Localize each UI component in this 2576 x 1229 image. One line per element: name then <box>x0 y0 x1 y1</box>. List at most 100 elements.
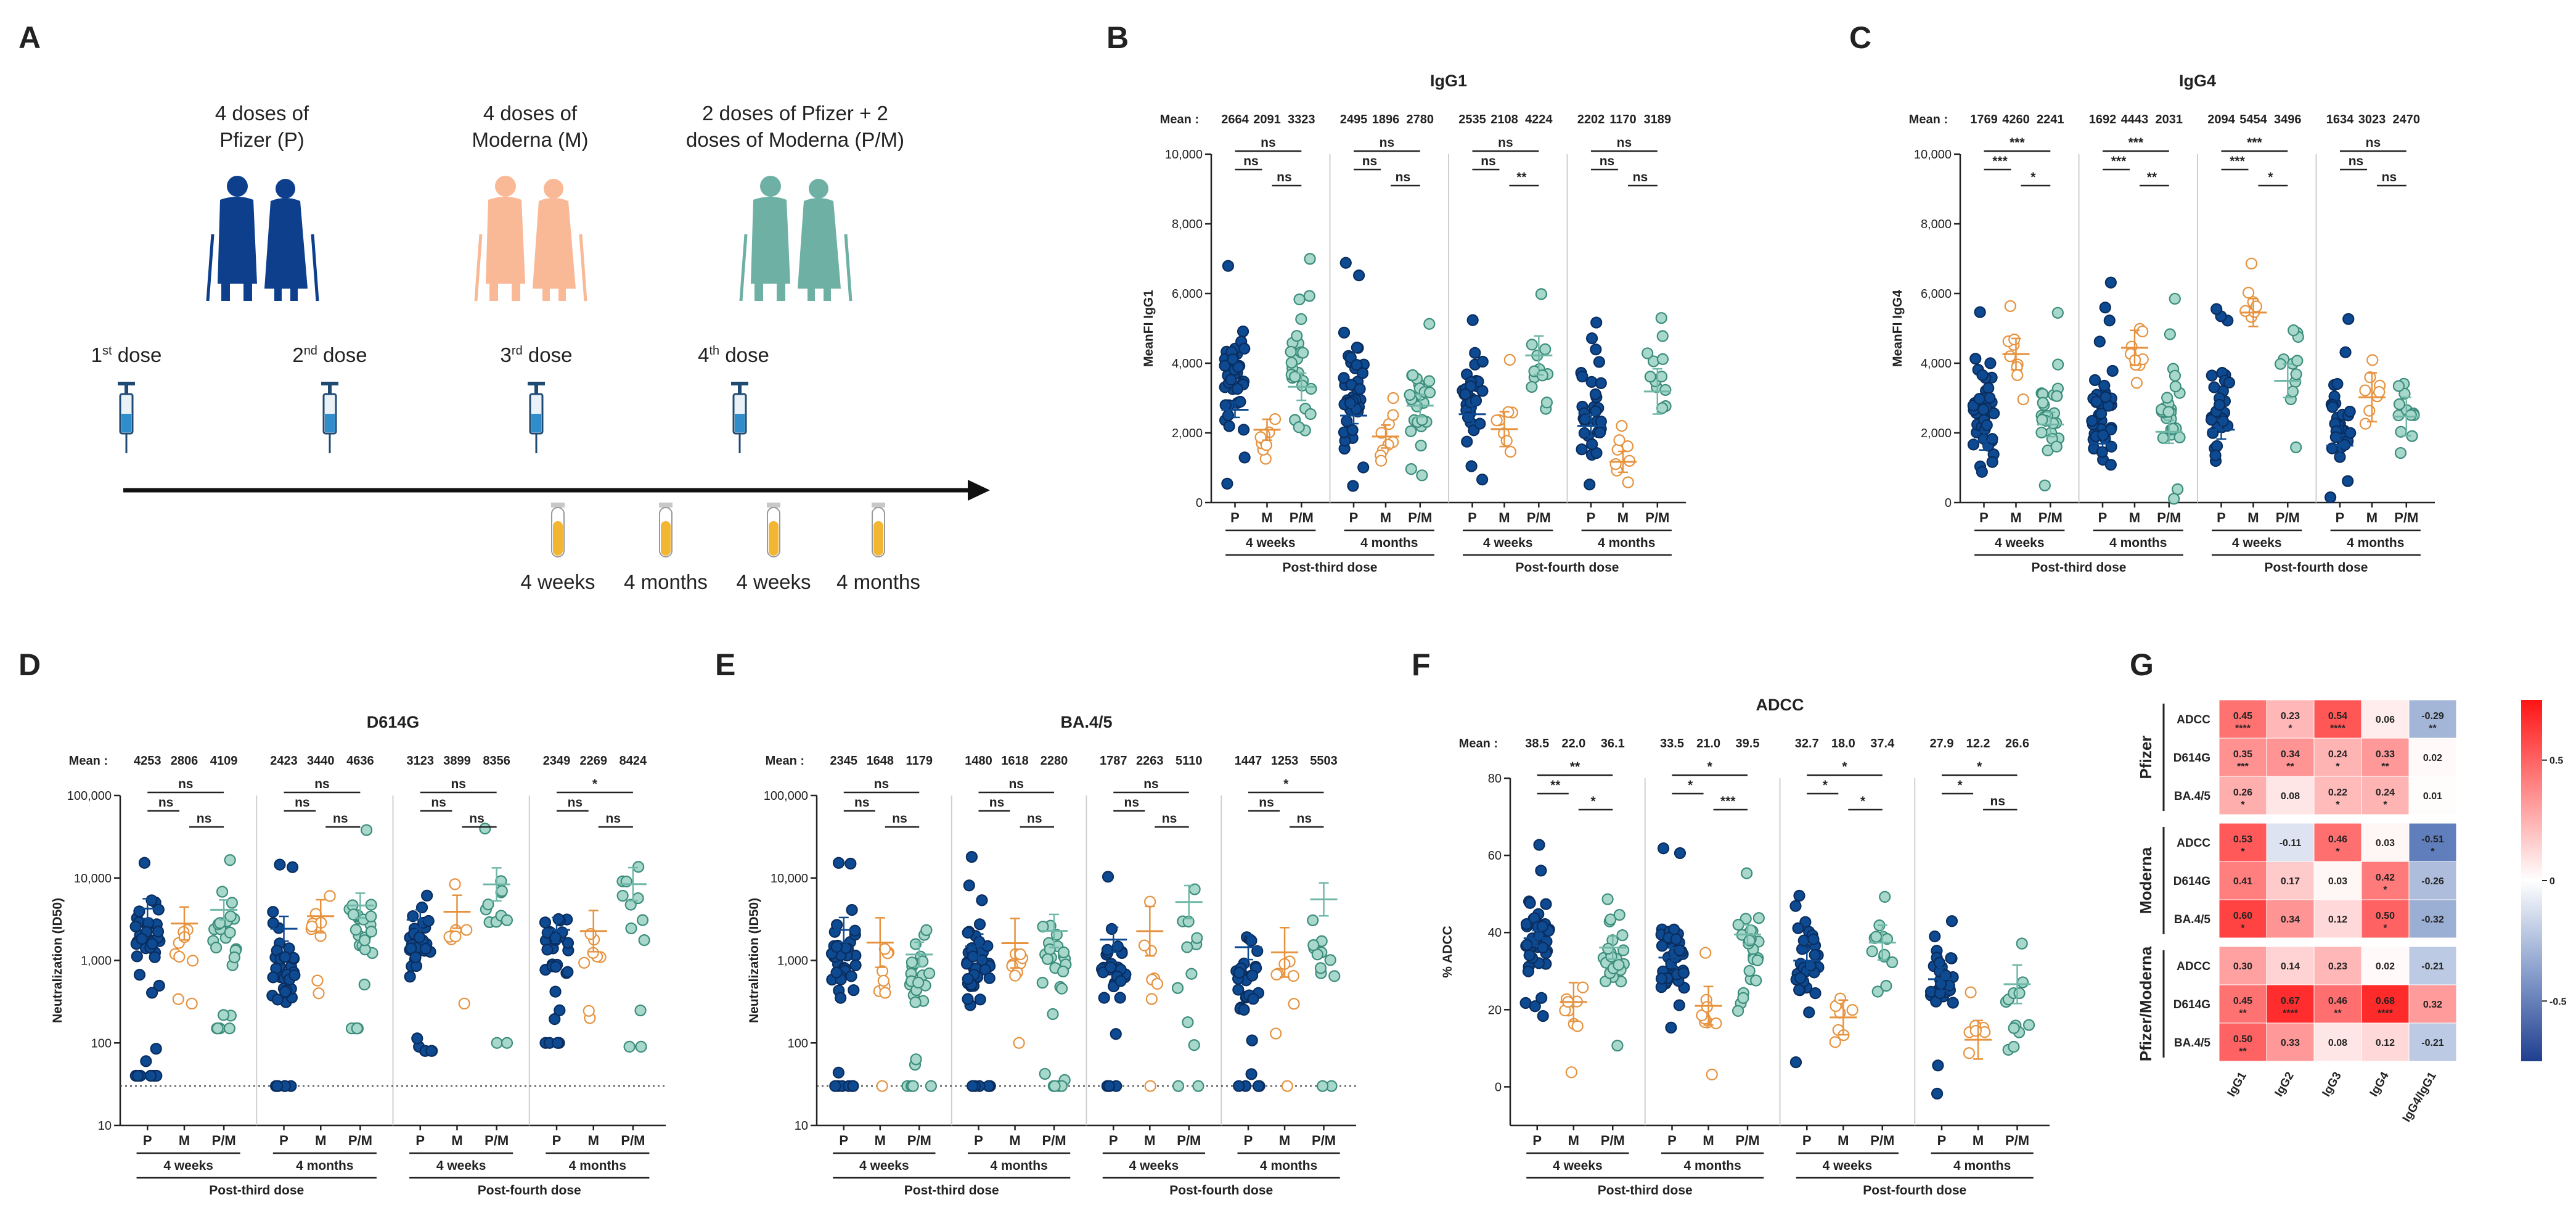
data-point <box>1929 930 1941 943</box>
data-point <box>1102 871 1114 883</box>
data-point <box>1098 992 1110 1004</box>
data-point <box>2098 379 2111 392</box>
heatmap-cell-value: 0.01 <box>2423 791 2442 802</box>
data-point <box>1227 353 1239 366</box>
data-point <box>2161 392 2173 404</box>
x-category-label: P <box>1349 510 1359 525</box>
data-point <box>636 914 649 926</box>
mean-value: 4260 <box>2002 113 2030 126</box>
mean-value: 3440 <box>307 754 335 768</box>
data-point <box>286 861 299 873</box>
data-point <box>1981 419 1993 432</box>
data-point <box>1616 420 1628 432</box>
data-point <box>1807 933 1820 945</box>
heatmap-cell-value: -0.32 <box>2421 915 2444 925</box>
x-category-label: P/M <box>1735 1133 1759 1148</box>
sig-label: * <box>1957 778 1963 792</box>
sig-label: ns <box>1990 794 2006 808</box>
y-tick-label: 100,000 <box>764 789 808 803</box>
heatmap-cell-value: 0.34 <box>2281 915 2300 925</box>
heatmap-cell-value: 0.33 <box>2376 749 2395 760</box>
sig-label: ns <box>1027 812 1042 826</box>
data-point <box>1182 1016 1194 1029</box>
data-point <box>2104 423 2117 436</box>
data-point <box>2038 479 2051 491</box>
mean-value: 2470 <box>2393 113 2421 126</box>
data-point <box>1237 325 1249 338</box>
person-leg <box>808 289 815 301</box>
sig-label: ns <box>1162 812 1177 826</box>
heatmap-cell-value: 0.17 <box>2281 876 2300 887</box>
data-point <box>1181 941 1193 953</box>
person-head <box>544 179 563 199</box>
person-body <box>751 197 790 284</box>
syringe-icon <box>731 382 748 453</box>
data-point <box>632 892 644 905</box>
x-category-label: P <box>552 1133 562 1148</box>
data-point <box>216 886 229 898</box>
person-leg <box>274 289 282 301</box>
data-point <box>2162 406 2175 418</box>
data-point <box>1750 974 1762 987</box>
y-axis-label: MeanFI IgG4 <box>1891 290 1905 367</box>
data-point <box>2022 1019 2035 1031</box>
sig-label: ns <box>1600 154 1615 168</box>
x-category-label: P <box>2098 510 2108 525</box>
heatmap-cell-significance: ** <box>2429 723 2437 734</box>
data-point <box>583 1005 595 1017</box>
data-point <box>271 1080 284 1092</box>
y-tick-label: 0 <box>1196 496 1203 510</box>
data-point <box>1233 966 1245 979</box>
data-point <box>2392 409 2405 422</box>
data-point <box>2106 364 2119 377</box>
heatmap-cell-value: 0.22 <box>2328 787 2347 798</box>
data-point <box>2339 346 2352 358</box>
data-point <box>449 878 461 890</box>
mean-value: 1179 <box>906 754 933 768</box>
data-point <box>1172 1080 1185 1092</box>
y-tick-label: 10 <box>98 1119 112 1133</box>
syringe-fluid <box>531 414 541 432</box>
data-point <box>1057 965 1069 977</box>
data-point <box>1965 986 1977 998</box>
data-point <box>1809 948 1821 961</box>
data-point <box>1347 480 1359 492</box>
person-head <box>809 179 828 199</box>
data-point <box>226 897 238 909</box>
data-point <box>1539 343 1552 355</box>
data-point <box>1110 1028 1122 1040</box>
dose-label: Post-third dose <box>2031 561 2126 575</box>
sig-label: ns <box>451 777 466 791</box>
data-point <box>1231 382 1243 395</box>
data-point <box>411 1032 423 1045</box>
data-point <box>479 823 491 835</box>
correlation-heatmap: ADCC 0.45****0.23*0.54****0.06 -0.29**D614… <box>2136 699 2567 1124</box>
x-category-label: P <box>974 1133 983 1148</box>
data-point <box>1304 253 1316 265</box>
x-category-label: P/M <box>2038 510 2063 525</box>
heatmap-cell <box>2408 776 2457 815</box>
heatmap-cell <box>2218 738 2267 777</box>
timepoint-label: 4 months <box>1953 1159 2011 1173</box>
heatmap-cell <box>2313 861 2362 900</box>
timepoint-label: 4 weeks <box>1483 536 1533 550</box>
heatmap-cell-value: 0.42 <box>2376 873 2395 883</box>
heatmap-cell-value: 0.50 <box>2233 1034 2252 1045</box>
data-point <box>1589 388 1601 400</box>
x-category-label: P/M <box>1312 1133 1336 1148</box>
tube-contents <box>873 521 883 556</box>
data-point <box>1353 269 1365 282</box>
data-point <box>1407 369 1419 381</box>
heatmap-cell <box>2313 984 2362 1024</box>
tube-cap <box>872 503 885 508</box>
heatmap-cell-significance: * <box>2383 800 2387 810</box>
data-point <box>1423 318 1436 330</box>
person-body <box>533 198 576 289</box>
syringe-fluid <box>735 414 745 432</box>
panel-label-e: E <box>715 647 735 682</box>
data-point <box>2008 1022 2020 1034</box>
data-point <box>1246 969 1259 982</box>
data-point <box>1476 474 1489 486</box>
data-point <box>2004 300 2016 312</box>
data-point <box>1537 1009 1549 1022</box>
